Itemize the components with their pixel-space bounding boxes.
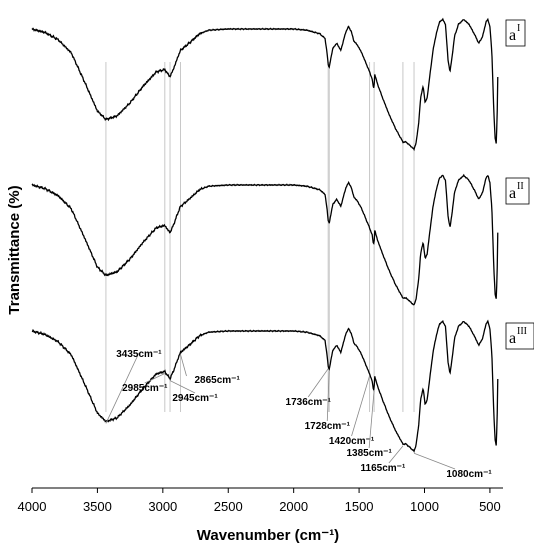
annotation-2865: 2865cm⁻¹ xyxy=(180,354,240,386)
annotation-label: 2945cm⁻¹ xyxy=(172,393,218,404)
series-label-3: a III xyxy=(505,322,534,350)
annotation-1385: 1385cm⁻¹ xyxy=(346,390,392,459)
annotation-leader xyxy=(180,354,187,377)
x-tick-label: 1000 xyxy=(410,499,439,514)
annotation-1420: 1420cm⁻¹ xyxy=(329,375,375,447)
x-tick-label: 500 xyxy=(479,499,501,514)
annotation-1165: 1165cm⁻¹ xyxy=(361,445,406,474)
series-label-box xyxy=(505,19,526,47)
annotation-leader xyxy=(169,380,196,394)
x-tick-label: 2000 xyxy=(279,499,308,514)
annotation-1728: 1728cm⁻¹ xyxy=(305,371,351,432)
series-label-name: a xyxy=(509,330,516,347)
series-label-2: a II xyxy=(505,177,530,205)
series-label-name: a xyxy=(509,27,516,44)
series-label-box xyxy=(505,177,530,205)
annotation-label: 3435cm⁻¹ xyxy=(116,349,162,360)
y-axis-title: Transmittance (%) xyxy=(6,185,23,314)
x-tick-label: 1500 xyxy=(345,499,374,514)
series-labels: a Ia IIa III xyxy=(505,19,534,350)
x-tick-label: 3500 xyxy=(83,499,112,514)
annotation-leader xyxy=(326,371,330,422)
series-label-name: a xyxy=(509,185,516,202)
x-axis-title: Wavenumber (cm⁻¹) xyxy=(197,527,339,544)
series-label-box xyxy=(505,322,534,350)
annotation-label: 2865cm⁻¹ xyxy=(194,375,240,386)
x-tick-label: 4000 xyxy=(18,499,47,514)
annotation-2945: 2945cm⁻¹ xyxy=(169,380,218,404)
annotation-label: 1385cm⁻¹ xyxy=(346,448,392,459)
annotation-leader xyxy=(413,452,456,470)
series-label-sup: III xyxy=(517,326,527,337)
spectra-layer xyxy=(31,17,499,454)
annotation-label: 1080cm⁻¹ xyxy=(446,469,492,480)
annotation-leader xyxy=(105,352,140,424)
annotation-label: 1728cm⁻¹ xyxy=(305,421,351,432)
annotation-leader xyxy=(307,368,329,398)
annotation-label: 1165cm⁻¹ xyxy=(361,463,406,474)
series-label-sup: I xyxy=(517,23,520,34)
annotation-leader xyxy=(368,390,375,449)
annotation-label: 2985cm⁻¹ xyxy=(122,383,168,394)
annotation-label: 1420cm⁻¹ xyxy=(329,436,375,447)
annotation-leader xyxy=(351,375,370,437)
annotation-leader xyxy=(144,373,165,384)
spectrum-line-1 xyxy=(31,17,499,152)
annotations-layer: 3435cm⁻¹ 2985cm⁻¹ 2945cm⁻¹ 2865cm⁻¹ 1736cm⁻¹… xyxy=(105,349,492,480)
annotation-1736: 1736cm⁻¹ xyxy=(286,368,332,408)
x-tick-label: 2500 xyxy=(214,499,243,514)
annotation-3435: 3435cm⁻¹ xyxy=(105,349,162,424)
reference-lines xyxy=(105,62,415,412)
series-label-sup: II xyxy=(517,181,524,192)
annotation-2985: 2985cm⁻¹ xyxy=(122,373,168,394)
annotation-leader xyxy=(388,445,404,464)
x-axis: 4000 3500 3000 2500 2000 1500 1000 500 xyxy=(18,487,503,514)
annotation-label: 1736cm⁻¹ xyxy=(286,397,332,408)
x-tick-label: 3000 xyxy=(148,499,177,514)
spectrum-line-2 xyxy=(31,173,499,306)
annotation-1080: 1080cm⁻¹ xyxy=(413,452,492,480)
spectrum-line-3 xyxy=(31,319,499,454)
